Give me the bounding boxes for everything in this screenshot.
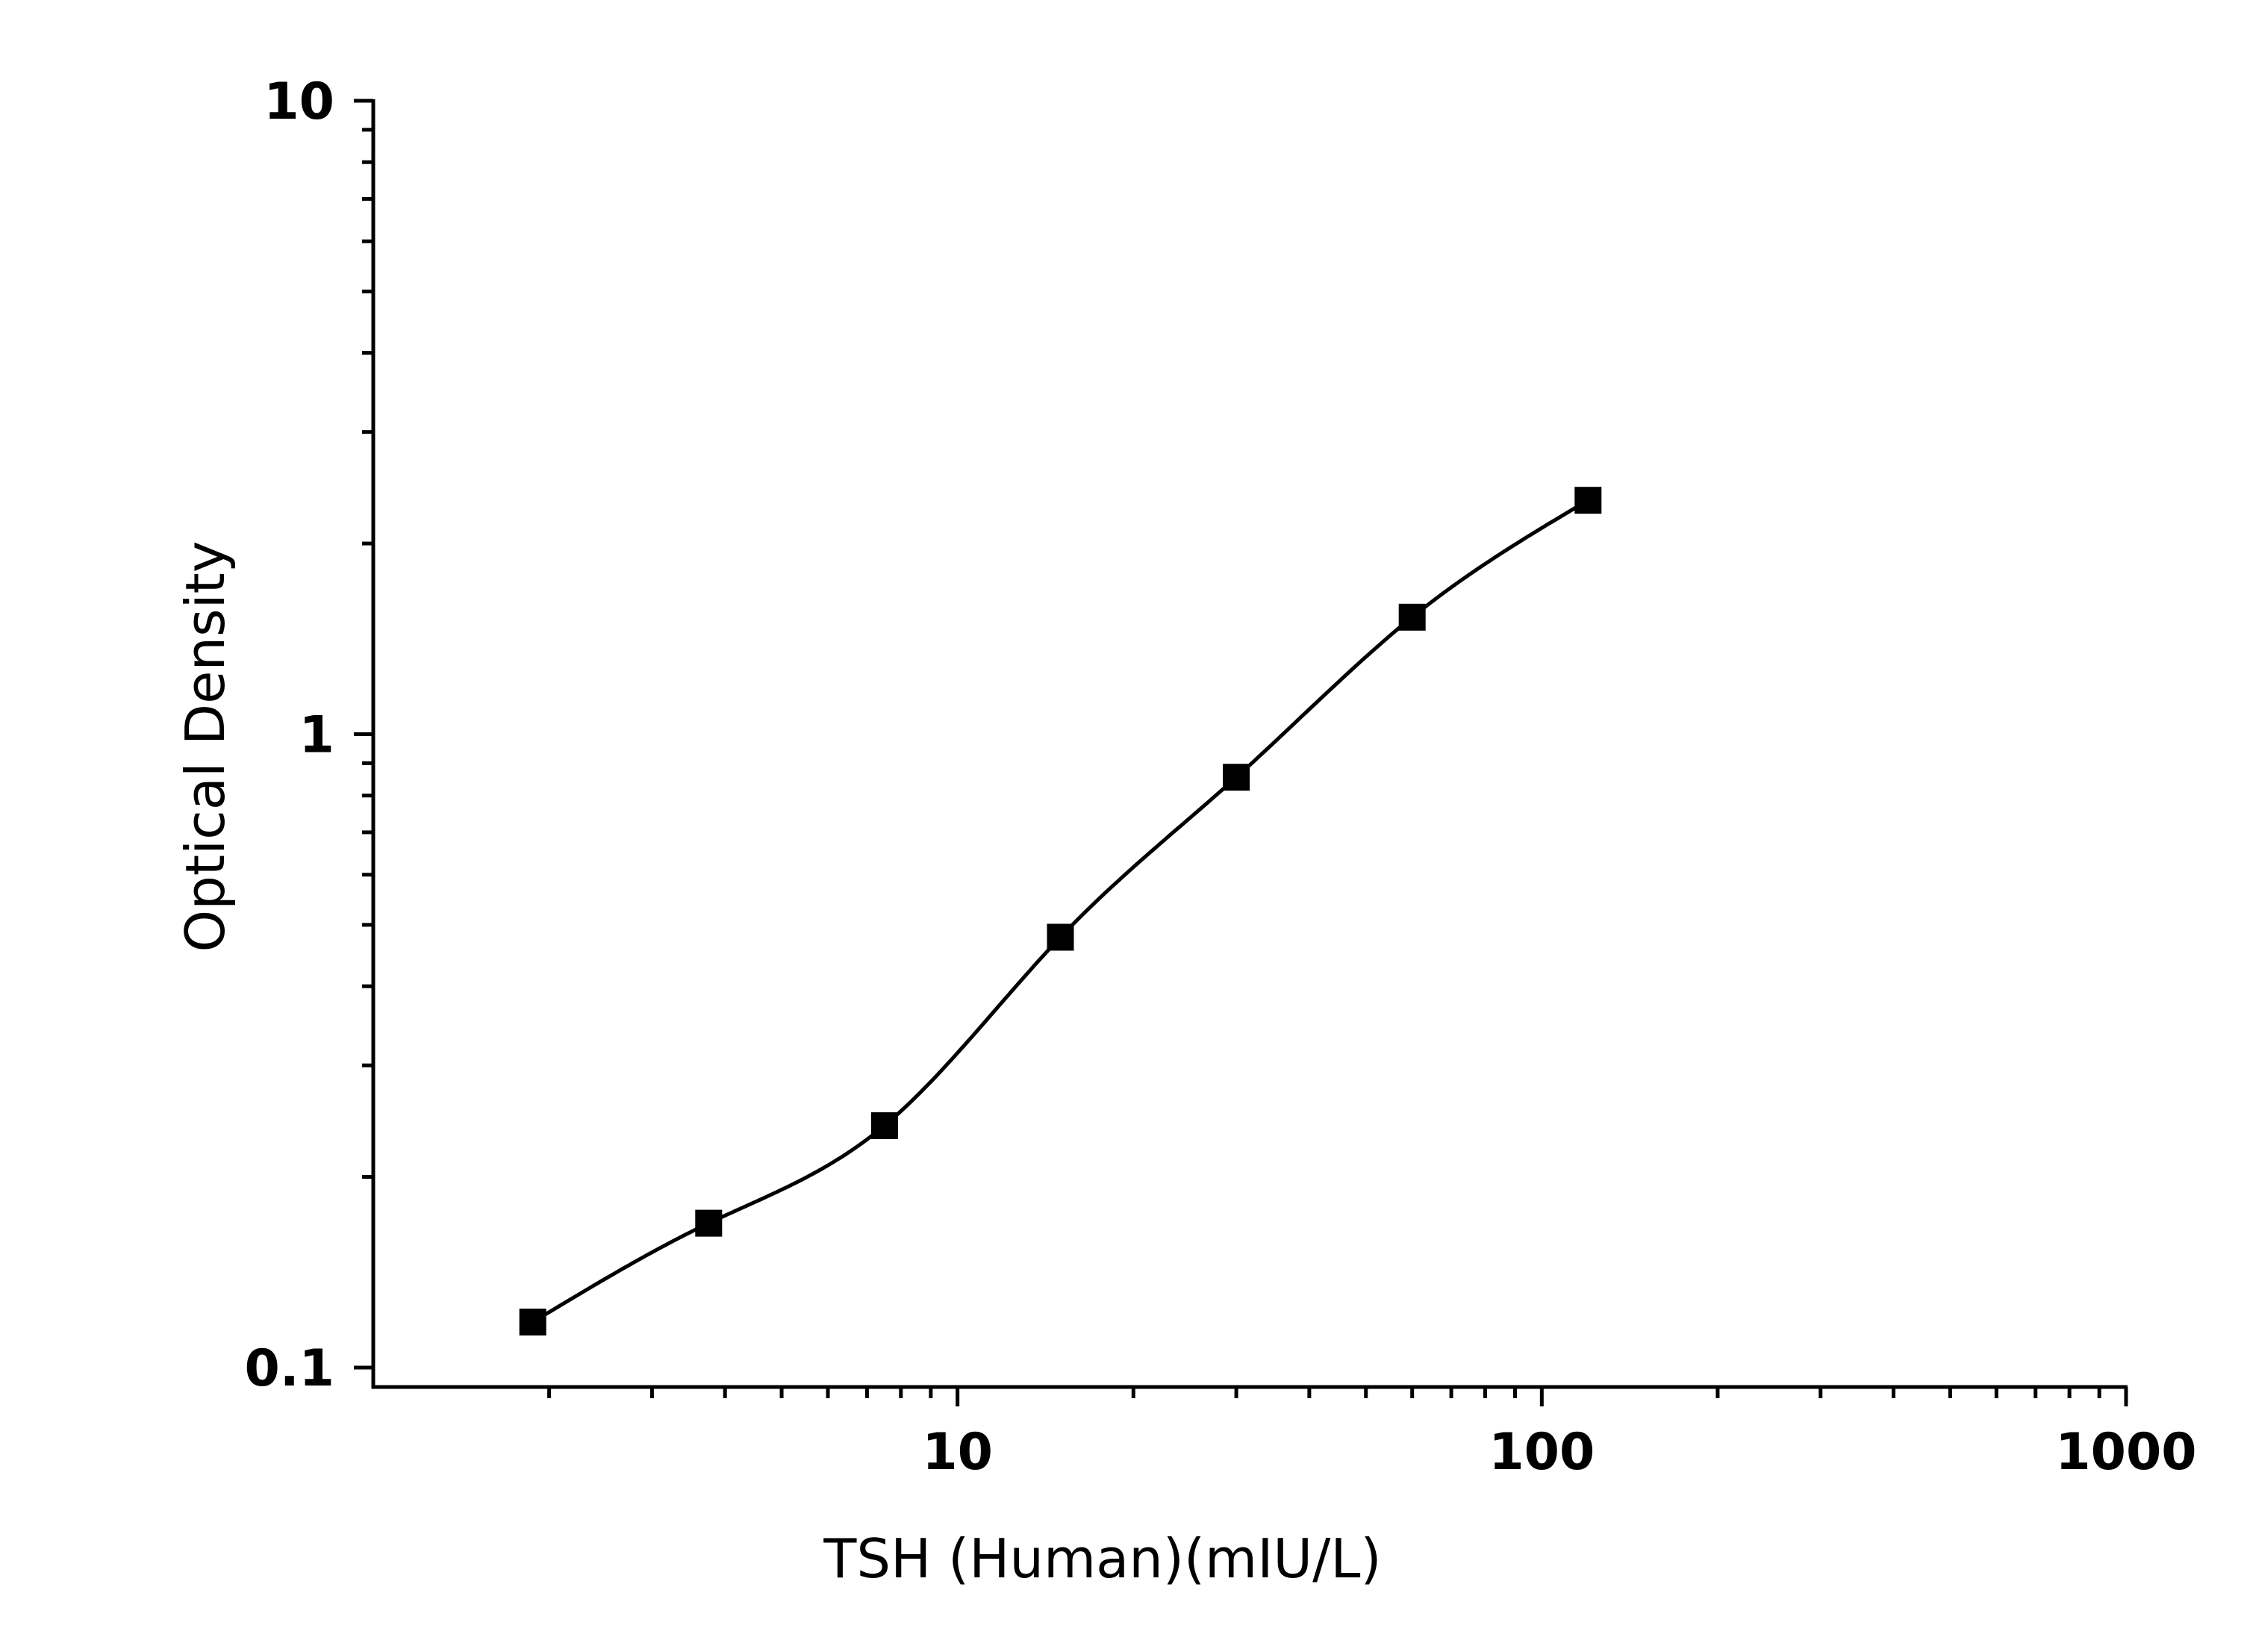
tick-labels: 0.1 1 10 10 100 1000 — [245, 72, 2197, 1482]
data-point — [1574, 487, 1602, 514]
y-tick-label: 10 — [264, 72, 334, 131]
fitted-curve — [532, 499, 1589, 1324]
x-tick-label: 100 — [1489, 1423, 1595, 1482]
data-point — [695, 1209, 723, 1237]
axis-ticks — [354, 99, 2128, 1406]
data-point — [1398, 603, 1426, 631]
data-points — [519, 487, 1602, 1335]
data-point — [1047, 923, 1074, 951]
y-tick-label: 0.1 — [245, 1339, 334, 1398]
x-tick-label: 1000 — [2055, 1423, 2196, 1482]
x-axis-title: TSH (Human)(mIU/L) — [823, 1527, 1381, 1590]
data-point — [519, 1309, 546, 1335]
data-point — [1223, 764, 1250, 791]
y-tick-label: 1 — [299, 706, 334, 765]
x-tick-label: 10 — [922, 1423, 993, 1482]
data-point — [870, 1112, 898, 1139]
y-axis-title: Optical Density — [174, 541, 237, 953]
